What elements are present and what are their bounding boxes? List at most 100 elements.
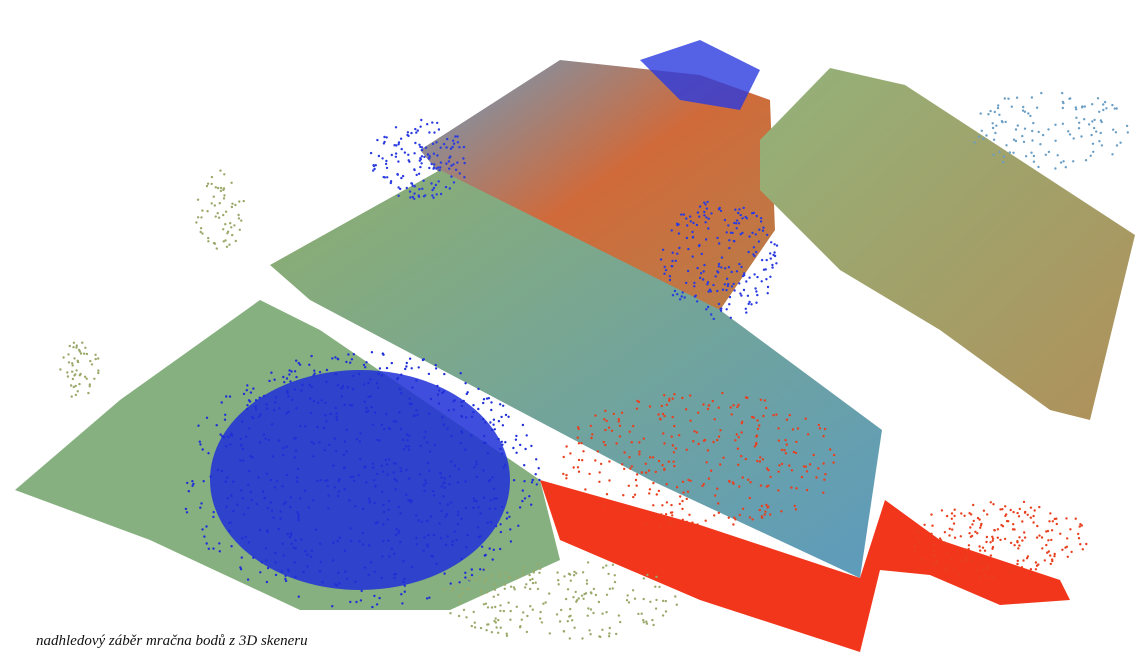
point xyxy=(317,401,320,404)
point xyxy=(73,357,76,360)
point xyxy=(312,455,315,458)
point xyxy=(284,579,288,583)
point xyxy=(218,202,221,205)
point xyxy=(709,290,713,293)
point xyxy=(350,358,354,361)
point xyxy=(468,577,472,580)
point xyxy=(371,423,375,426)
point xyxy=(387,499,391,503)
point xyxy=(705,461,708,464)
point xyxy=(492,418,496,421)
point xyxy=(1013,544,1016,547)
point xyxy=(1069,528,1072,531)
point xyxy=(648,492,651,495)
point xyxy=(1111,103,1114,107)
point xyxy=(405,493,408,496)
point xyxy=(939,539,943,542)
point xyxy=(696,266,699,270)
point xyxy=(285,377,289,380)
point xyxy=(333,486,337,489)
point xyxy=(485,629,488,632)
point xyxy=(659,258,663,261)
point xyxy=(245,389,248,392)
point xyxy=(965,553,969,556)
point xyxy=(213,204,216,207)
point xyxy=(649,600,652,603)
point xyxy=(420,148,424,152)
point xyxy=(495,497,498,500)
point xyxy=(414,127,417,131)
point xyxy=(361,507,365,510)
point xyxy=(482,469,485,472)
point xyxy=(216,186,220,190)
point xyxy=(318,370,322,374)
point xyxy=(360,589,363,593)
point xyxy=(671,294,675,297)
point xyxy=(611,587,614,590)
point xyxy=(775,262,778,265)
point xyxy=(426,543,429,546)
point xyxy=(997,104,1000,107)
point xyxy=(985,540,988,544)
point xyxy=(363,566,367,569)
point xyxy=(758,460,762,463)
point xyxy=(1064,546,1067,549)
point xyxy=(719,429,722,432)
point xyxy=(237,217,241,220)
point xyxy=(698,215,701,218)
point xyxy=(1075,108,1078,111)
point xyxy=(380,423,384,427)
point xyxy=(1077,532,1080,536)
point xyxy=(265,559,268,562)
point xyxy=(735,270,739,273)
point xyxy=(617,420,620,423)
point xyxy=(538,478,541,482)
point xyxy=(345,428,348,431)
point xyxy=(531,608,534,611)
point xyxy=(605,593,609,596)
point xyxy=(999,508,1002,511)
point xyxy=(414,141,417,145)
point xyxy=(706,283,709,286)
point xyxy=(956,551,959,554)
point xyxy=(381,470,385,473)
point xyxy=(744,457,747,461)
point xyxy=(226,232,229,235)
point xyxy=(780,462,784,466)
point xyxy=(749,481,752,484)
point xyxy=(406,131,410,134)
point xyxy=(352,374,355,378)
point xyxy=(513,588,516,591)
point xyxy=(336,539,339,543)
point xyxy=(530,481,534,484)
point xyxy=(765,258,768,262)
point xyxy=(312,374,315,377)
point xyxy=(630,441,633,444)
point xyxy=(420,155,424,158)
point xyxy=(247,506,250,510)
point xyxy=(232,509,235,513)
point xyxy=(363,400,367,403)
point xyxy=(635,473,639,476)
point xyxy=(548,632,551,635)
point xyxy=(738,485,741,488)
point xyxy=(232,480,235,483)
point xyxy=(408,434,411,438)
point xyxy=(565,477,568,480)
point xyxy=(218,550,221,553)
point xyxy=(637,400,641,404)
point xyxy=(1068,133,1072,136)
point xyxy=(400,147,403,151)
point xyxy=(645,620,648,623)
point xyxy=(1111,153,1114,156)
point xyxy=(479,626,483,630)
point xyxy=(1001,525,1005,528)
point xyxy=(1084,159,1088,162)
point xyxy=(254,408,258,411)
point xyxy=(262,490,265,493)
ground-blue xyxy=(210,370,510,590)
point xyxy=(696,523,699,526)
point xyxy=(730,285,734,288)
point xyxy=(1090,133,1093,137)
point xyxy=(1005,519,1009,523)
